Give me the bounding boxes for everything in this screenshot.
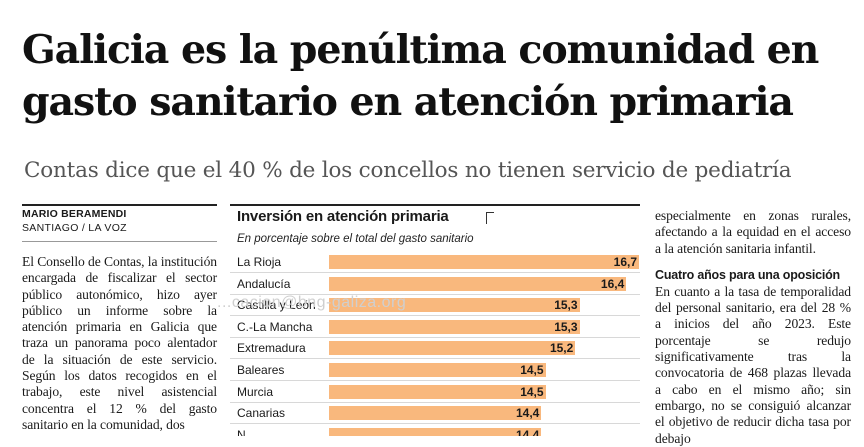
bar-category-label: Baleares [237,363,285,377]
byline-location: SANTIAGO / LA VOZ [22,221,217,242]
bar-value-label: 15,3 [554,298,578,313]
bar-category-label: Andalucía [237,276,291,291]
row-separator [230,380,640,381]
bar-value-label: 16,7 [613,255,637,269]
chart-title: Inversión en atención primaria [237,208,449,225]
section-heading: Cuatro años para una oposición [655,267,840,282]
bar-category-label: Murcia [237,384,274,399]
bar-row: Castilla y León 15,3 [230,294,640,317]
row-separator [230,336,640,338]
body-text-left: El Consello de Contas, la institución en… [22,254,217,432]
bar [329,276,627,291]
bar-chart: Inversión en atención primaria En porcen… [230,204,640,436]
chart-title-bracket [486,212,494,224]
row-separator [230,423,640,425]
bar-row: Andalucía 16,4 [230,273,640,295]
bar-value-label: 14,4 [515,427,540,436]
bar-row: Baleares 14,5 [230,359,640,381]
bar-value-label: 16,4 [600,276,625,291]
row-separator [230,293,640,295]
bar [329,319,580,334]
chart-subtitle: En porcentaje sobre el total del gasto s… [237,233,474,245]
headline: Galicia es la penúltima comunidad en gas… [22,27,819,125]
byline-rule [22,204,217,206]
bar-category-label: Extremadura [237,341,306,356]
bar-category-label: La Rioja [237,255,282,269]
bar-row: Murcia 14,5 [230,381,640,403]
left-column: MARIO BERAMENDI SANTIAGO / LA VOZ El Con… [22,204,217,433]
bar [329,427,542,436]
byline-author: MARIO BERAMENDI [22,208,127,220]
bar-value-label: 14,5 [520,363,544,377]
row-separator [230,358,640,360]
bar-row: La Rioja 16,7 [230,251,640,273]
bar-value-label: 15,2 [549,341,574,356]
bar [329,384,546,399]
bar-row: Canarias 14,4 [230,402,640,425]
bar-row: C.-La Mancha 15,3 [230,316,640,338]
bar [329,298,580,313]
body-text-right: En cuanto a la tasa de temporalidad del … [655,283,851,446]
bar-value-label: 14,4 [515,406,540,421]
bar-row: Extremadura 15,2 [230,337,640,360]
body-text-right-continued: especialmente en zonas rurales, afectand… [655,208,851,256]
subheadline: Contas dice que el 40 % de los concellos… [24,158,792,183]
bar [329,255,639,269]
bar-category-label: C.-La Mancha [237,319,313,334]
bar-category-label: Castilla y León [237,298,316,313]
bar-row: N 14,4 [230,424,640,436]
row-separator [230,272,640,273]
bar [329,363,546,377]
bar-category-label: N [237,427,246,436]
bar-category-label: Canarias [237,406,286,421]
bar [329,406,542,421]
row-separator [230,401,640,403]
bar [329,341,576,356]
bar-value-label: 14,5 [520,384,544,399]
bar-value-label: 15,3 [554,319,578,334]
right-column: especialmente en zonas rurales, afectand… [655,204,851,447]
row-separator [230,315,640,317]
